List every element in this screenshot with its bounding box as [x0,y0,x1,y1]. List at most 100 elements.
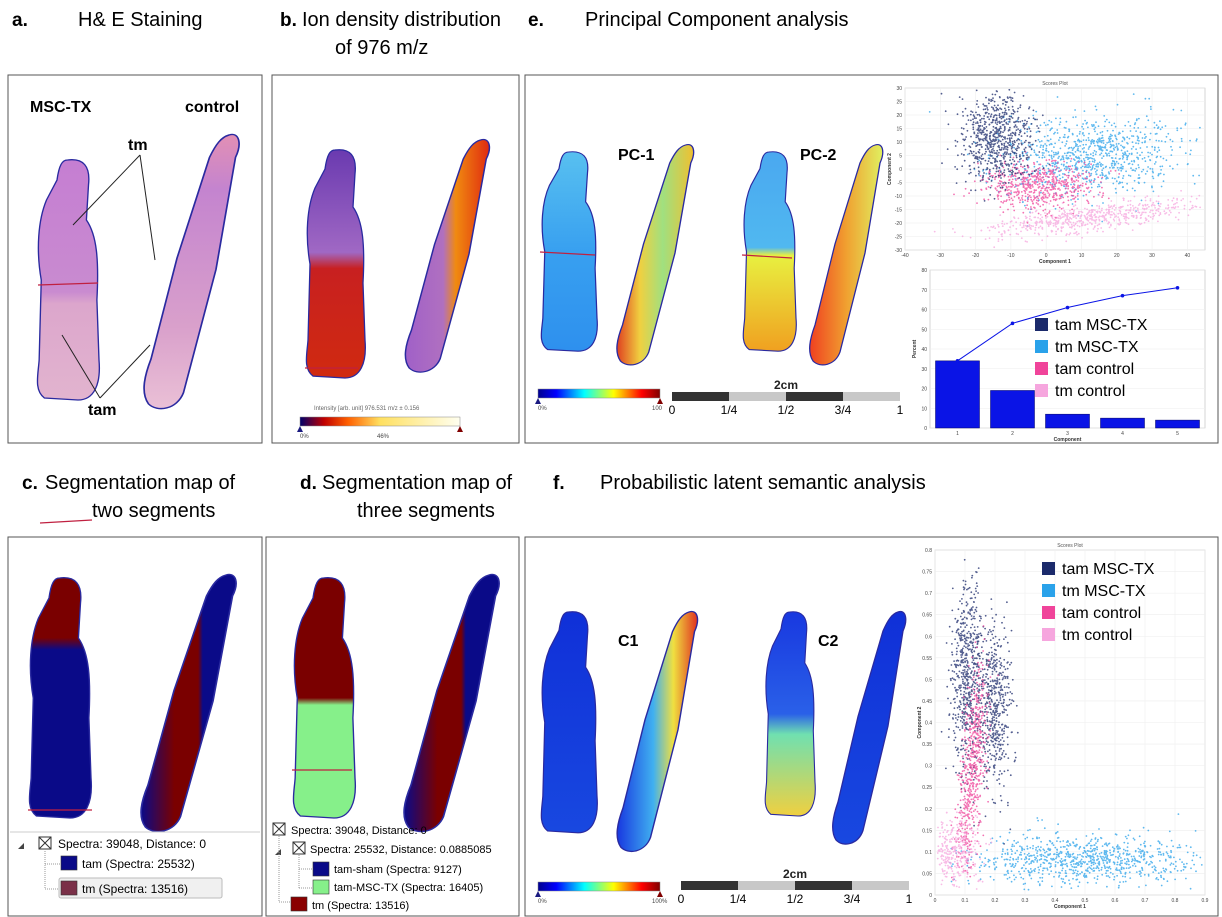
scatter-point [1108,122,1110,124]
scatter-point [1033,199,1035,201]
scatter-point [1077,187,1079,189]
scatter-point [1024,883,1026,885]
scatter-point [958,645,960,647]
scatter-point [975,636,977,638]
scatter-point [1042,210,1044,212]
scatter-point [985,676,987,678]
scatter-point [1037,200,1039,202]
scatter-point [1025,147,1027,149]
scatter-point [999,836,1001,838]
scatter-point [1011,881,1013,883]
scatter-point [1010,116,1012,118]
scatter-point [1030,154,1032,156]
scatter-point [1102,135,1104,137]
scatter-point [1144,874,1146,876]
scatter-point [979,867,981,869]
scatter-point [1063,161,1065,163]
scatter-point [1098,184,1100,186]
scatter-point [1137,208,1139,210]
scatter-point [976,100,978,102]
scatter-point [999,657,1001,659]
scatter-point [1090,141,1092,143]
scatter-point [1023,126,1025,128]
scatter-point [1007,661,1009,663]
scatter-point [983,198,985,200]
scatter-point [992,671,994,673]
scatter-point [1034,181,1036,183]
scatter-point [1120,145,1122,147]
scatter-point [1040,144,1042,146]
scatter-point [1092,211,1094,213]
plot-title: Scores Plot [1042,81,1068,87]
scatter-point [1009,877,1011,879]
scatter-point [1039,191,1041,193]
scatter-point [972,606,974,608]
scatter-point [1057,862,1059,864]
scatter-point [1035,189,1037,191]
scatter-point [974,686,976,688]
scatter-point [1134,180,1136,182]
scatter-point [1080,215,1082,217]
scatter-point [970,189,972,191]
scatter-point [1047,163,1049,165]
scatter-point [976,610,978,612]
scatter-point [973,793,975,795]
scatter-point [1195,870,1197,872]
scatter-point [1122,146,1124,148]
scatter-point [1034,189,1036,191]
scatter-point [965,688,967,690]
scatter-point [996,732,998,734]
scatter-point [1022,199,1024,201]
scatter-point [1099,853,1101,855]
scatter-point [1112,167,1114,169]
scatter-point [963,698,965,700]
scatter-point [1008,106,1010,108]
scatter-point [1169,165,1171,167]
scatter-point [965,646,967,648]
scatter-point [1189,140,1191,142]
scatter-point [995,861,997,863]
scatter-point [969,718,971,720]
scatter-point [1170,146,1172,148]
scatter-point [1050,222,1052,224]
scatter-point [1097,875,1099,877]
scatter-point [991,701,993,703]
scatter-point [1032,203,1034,205]
scatter-point [1013,113,1015,115]
scatter-point [1027,167,1029,169]
scatter-point [990,740,992,742]
scatter-point [1063,216,1065,218]
scatter-point [999,206,1001,208]
scatter-point [1066,158,1068,160]
scatter-point [999,160,1001,162]
scatter-point [984,128,986,130]
scatter-point [1070,213,1072,215]
scatter-point [967,880,969,882]
scatter-point [1031,173,1033,175]
scatter-point [998,185,1000,187]
x-tick-label: 0.2 [992,898,999,904]
scatter-point [1000,177,1002,179]
scatter-point [1160,876,1162,878]
scatter-point [1099,862,1101,864]
scatter-point [1178,847,1180,849]
scatter-point [1044,209,1046,211]
scatter-point [1114,134,1116,136]
scatter-point [1167,204,1169,206]
scatter-point [1046,860,1048,862]
scatter-point [1118,143,1120,145]
scatter-point [971,619,973,621]
scatter-point [1003,785,1005,787]
scatter-point [987,109,989,111]
scatter-point [1154,122,1156,124]
scatter-point [1160,875,1162,877]
scatter-point [957,719,959,721]
x-tick-label: -40 [901,253,908,259]
scatter-point [996,840,998,842]
scatter-point [999,770,1001,772]
scatter-point [1136,215,1138,217]
scatter-point [996,779,998,781]
tissue-section [29,578,91,818]
scatter-point [999,748,1001,750]
scatter-point [965,581,967,583]
